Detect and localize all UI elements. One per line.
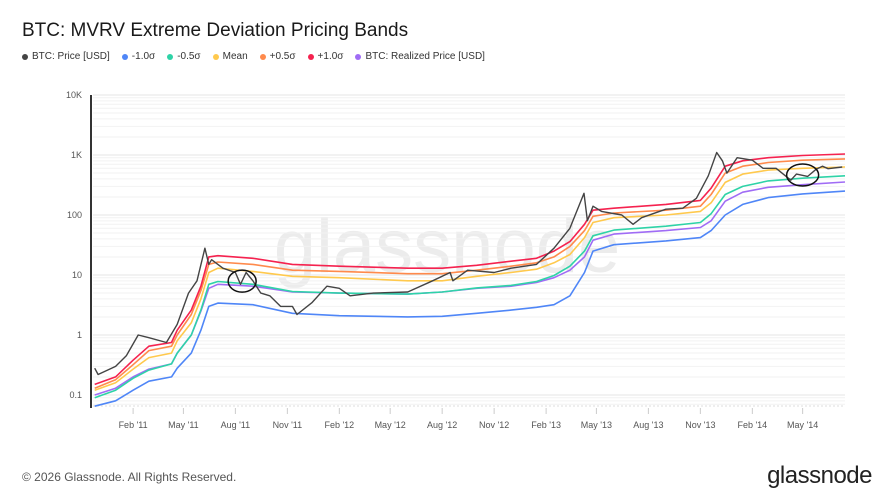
legend-label: +1.0σ	[317, 51, 344, 62]
legend-item-plus-1-sigma[interactable]: +1.0σ	[307, 51, 344, 62]
series-line--1-0-	[94, 153, 846, 386]
series-lines	[94, 151, 846, 407]
series-line--0-5-	[94, 158, 846, 389]
legend-label: -0.5σ	[177, 51, 201, 62]
x-axis: Feb '11 May '11 Aug '11 Nov '11 Feb '12 May '…	[119, 408, 818, 430]
legend-dot	[259, 53, 266, 60]
legend-label: BTC: Realized Price [USD]	[365, 51, 485, 62]
legend-dot	[307, 53, 314, 60]
legend-label: +0.5σ	[269, 51, 296, 62]
y-tick-label: 10	[72, 270, 82, 280]
legend-label: -1.0σ	[131, 51, 156, 62]
gridlines	[93, 94, 845, 407]
x-tick-label: Nov '13	[685, 420, 715, 430]
price-line	[94, 151, 843, 376]
legend-item-realized-price[interactable]: BTC: Realized Price [USD]	[355, 51, 485, 62]
x-tick-label: Nov '11	[273, 420, 303, 430]
x-tick-label: Aug '13	[633, 420, 663, 430]
x-tick-label: Feb '13	[531, 420, 561, 430]
series-line-mean	[94, 166, 846, 391]
x-tick-label: May '14	[787, 420, 818, 430]
x-tick-label: Feb '11	[119, 420, 148, 430]
annotation-circle	[785, 163, 820, 187]
x-tick-label: Feb '12	[324, 420, 354, 430]
legend-item-plus-0-5-sigma[interactable]: +0.5σ	[259, 51, 296, 62]
legend-dot	[22, 53, 28, 60]
y-tick-label: 10K	[66, 90, 82, 100]
y-tick-label: 1K	[71, 150, 82, 160]
legend-item-mean[interactable]: Mean	[212, 51, 248, 62]
y-tick-label: 0.1	[69, 390, 82, 400]
series-line--0-5-	[94, 175, 846, 399]
y-tick-label: 1	[77, 330, 82, 340]
x-tick-label: Feb '14	[737, 420, 767, 430]
legend-item-minus-1-sigma[interactable]: -1.0σ	[121, 51, 156, 62]
x-tick-label: May '12	[375, 420, 406, 430]
legend-dot	[121, 53, 128, 60]
legend-label: BTC: Price [USD]	[32, 51, 110, 62]
copyright: © 2026 Glassnode. All Rights Reserved.	[22, 470, 237, 484]
legend-dot	[167, 53, 174, 60]
legend-dot	[355, 53, 362, 60]
annotations	[227, 163, 820, 293]
x-tick-label: Aug '12	[427, 420, 457, 430]
legend-item-minus-0-5-sigma[interactable]: -0.5σ	[167, 51, 201, 62]
annotation-circle	[227, 269, 257, 293]
glassnode-logo: glassnode	[767, 462, 872, 489]
x-tick-label: May '13	[581, 420, 612, 430]
x-tick-label: May '11	[168, 420, 199, 430]
legend-item-price[interactable]: BTC: Price [USD]	[22, 51, 110, 62]
y-tick-label: 100	[67, 210, 82, 220]
series-line--1-0-	[94, 190, 846, 407]
legend-label: Mean	[222, 51, 248, 62]
chart-title: BTC: MVRV Extreme Deviation Pricing Band…	[22, 20, 409, 41]
x-tick-label: Nov '12	[479, 420, 509, 430]
legend: BTC: Price [USD] -1.0σ -0.5σ Mean +0.5σ …	[22, 51, 485, 62]
y-axis: 0.1 1 10 100 1K 10K	[66, 90, 92, 408]
x-tick-label: Aug '11	[221, 420, 251, 430]
legend-dot	[212, 53, 219, 60]
